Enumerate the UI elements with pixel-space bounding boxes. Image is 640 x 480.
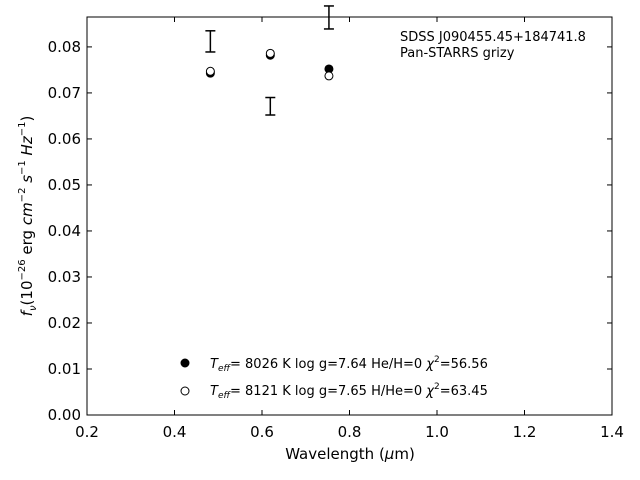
x-tick-label: 0.6 (250, 423, 274, 441)
legend-teff-sub: eff (218, 391, 232, 401)
x-tick-label: 1.4 (600, 423, 624, 441)
y-label-exp3: −1 (17, 160, 28, 175)
x-axis-label-suffix: m) (394, 445, 414, 463)
legend-entry-open: Teff= 8121 K log g=7.65 H/He=0 χ2=63.45 (210, 382, 488, 401)
y-label-open: (10 (18, 280, 36, 305)
legend-teff-value: = 8026 K log g=7.64 He/H=0 (230, 357, 426, 372)
annotation-line-1: SDSS J090455.45+184741.8 (400, 30, 586, 45)
y-tick-label: 0.05 (48, 176, 81, 194)
y-tick-label: 0.01 (48, 360, 81, 378)
legend-teff-label: T (210, 384, 219, 399)
x-tick-label: 0.4 (163, 423, 187, 441)
legend-teff-value: = 8121 K log g=7.65 H/He=0 (230, 384, 426, 399)
data-marks (205, 5, 334, 116)
x-axis-label: Wavelength (μm) (285, 445, 415, 463)
legend-chi-exp: 2 (434, 382, 440, 392)
y-label-hz: Hz (18, 135, 36, 160)
legend-marker-open (180, 386, 190, 396)
y-tick-label: 0.04 (48, 222, 81, 240)
y-label-s: s (18, 175, 36, 188)
y-label-exp4: −1 (17, 122, 28, 137)
y-axis-label: fν(10−26 erg cm−2 s−1 Hz−1) (17, 116, 39, 317)
y-label-sub: ν (28, 305, 39, 311)
x-axis-label-symbol: μ (384, 445, 395, 463)
y-tick-label: 0.00 (48, 406, 81, 424)
x-tick-label: 1.2 (513, 423, 537, 441)
y-label-close: ) (18, 116, 36, 122)
legend: Teff= 8026 K log g=7.64 He/H=0 χ2=56.56 … (180, 355, 488, 401)
y-tick-label: 0.06 (48, 130, 81, 148)
x-tick-label: 1.0 (425, 423, 449, 441)
plot-area (86, 16, 613, 416)
y-label-exp2: −2 (17, 188, 28, 203)
legend-chi-value: =56.56 (440, 357, 488, 372)
legend-chi: χ (425, 384, 435, 399)
model-point-open (205, 66, 215, 76)
model-point-open (324, 71, 334, 81)
y-label-cm: cm (18, 202, 36, 225)
model-point-open (265, 48, 275, 58)
legend-entry-filled: Teff= 8026 K log g=7.64 He/H=0 χ2=56.56 (210, 355, 488, 374)
x-tick-label: 0.2 (75, 423, 99, 441)
legend-marker-filled (180, 358, 190, 368)
legend-teff-label: T (210, 357, 219, 372)
y-label-mid: erg (18, 225, 36, 259)
axis-ticks: 0.2 0.4 0.6 0.8 1.0 1.2 1.4 0.00 0.01 0.02 0.03 0.0… (48, 17, 624, 441)
y-tick-label: 0.08 (48, 38, 81, 56)
annotation-line-2: Pan-STARRS grizy (400, 46, 515, 61)
y-label-f: f (18, 308, 36, 316)
x-axis-label-prefix: Wavelength ( (285, 445, 385, 463)
legend-chi-exp: 2 (434, 355, 440, 365)
y-tick-label: 0.03 (48, 268, 81, 286)
legend-chi: χ (425, 357, 435, 372)
y-tick-label: 0.07 (48, 84, 81, 102)
y-tick-label: 0.02 (48, 314, 81, 332)
x-tick-label: 0.8 (338, 423, 362, 441)
legend-chi-value: =63.45 (440, 384, 488, 399)
y-label-exp1: −26 (17, 259, 28, 280)
legend-teff-sub: eff (218, 364, 232, 374)
